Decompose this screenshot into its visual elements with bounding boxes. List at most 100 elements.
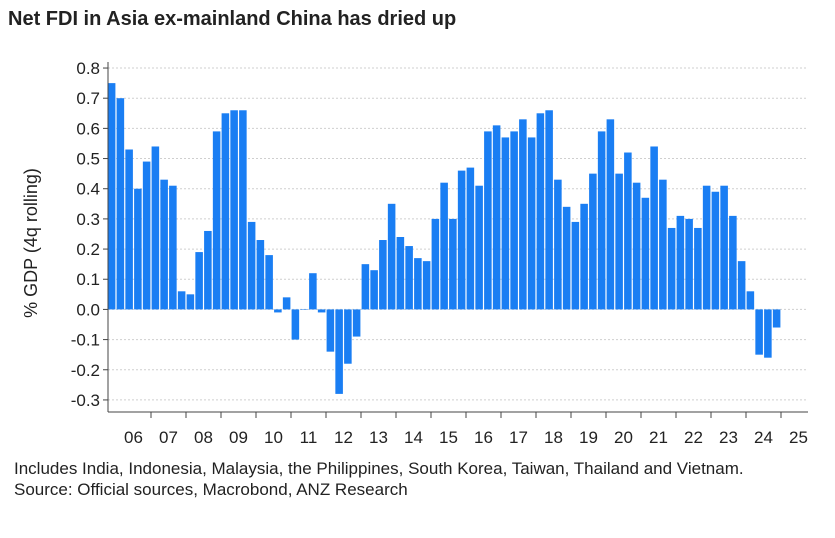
bar [606, 119, 615, 310]
bar [352, 309, 361, 337]
bar [659, 179, 667, 310]
bar [685, 218, 693, 310]
x-tick-label: 06 [124, 428, 143, 447]
bar [580, 203, 588, 310]
coverage-note: Includes India, Indonesia, Malaysia, the… [14, 459, 744, 478]
y-tick-label: 0.2 [76, 240, 100, 259]
bar [379, 240, 387, 310]
bar [335, 309, 343, 394]
x-tick-label: 20 [614, 428, 633, 447]
bar [134, 188, 142, 310]
y-tick-label: -0.2 [71, 361, 100, 380]
x-tick-label: 11 [300, 428, 318, 447]
x-tick-label: 17 [509, 428, 528, 447]
x-tick-label: 18 [544, 428, 563, 447]
bar [492, 125, 501, 310]
y-tick-label: 0.3 [76, 210, 100, 229]
bar [484, 131, 492, 310]
bar [396, 237, 405, 310]
bar [527, 137, 536, 310]
bar [169, 185, 177, 310]
x-tick-label: 14 [404, 428, 423, 447]
bar [370, 270, 378, 310]
y-axis: 0.8 0.7 0.6 0.5 0.4 0.3 0.2 0.1 0.0 -0.1 -0.2 -0.3 [71, 59, 109, 412]
bar [737, 261, 746, 310]
bar [729, 215, 737, 310]
x-tick-label: 24 [754, 428, 773, 447]
x-tick-label: 10 [264, 428, 283, 447]
bar [571, 221, 580, 310]
x-tick-label: 12 [334, 428, 353, 447]
x-tick-label: 22 [684, 428, 703, 447]
bar [764, 309, 772, 358]
y-tick-label: 0.6 [76, 119, 100, 138]
bar [440, 182, 448, 310]
bar [475, 185, 483, 310]
x-tick-label: 21 [649, 428, 668, 447]
bar [361, 264, 370, 310]
x-axis: 06 07 08 09 10 11 12 13 14 15 16 17 18 19 20 21 22 23 24 25 [108, 411, 808, 447]
bar [177, 291, 186, 310]
bar [632, 182, 641, 310]
x-tick-label: 23 [719, 428, 738, 447]
bar [720, 185, 728, 310]
y-tick-label: 0.1 [76, 270, 100, 289]
bar [536, 113, 545, 310]
y-tick-label: 0.8 [76, 59, 100, 78]
y-tick-label: -0.1 [71, 331, 100, 350]
bar [247, 221, 256, 310]
bar [230, 110, 238, 310]
bar [256, 240, 265, 310]
bar [554, 179, 562, 310]
y-axis-label: % GDP (4q rolling) [21, 168, 41, 318]
bar [422, 261, 431, 310]
bar [274, 309, 282, 313]
bar [641, 197, 650, 310]
bar [501, 137, 510, 310]
bar [589, 173, 597, 310]
y-tick-label: 0.4 [76, 180, 100, 199]
bar [326, 309, 335, 352]
bar [449, 218, 457, 310]
bar [510, 131, 518, 310]
bars [107, 83, 781, 394]
bar [667, 227, 676, 310]
bar [711, 191, 720, 310]
y-tick-label: 0.5 [76, 150, 100, 169]
bar [676, 215, 685, 310]
bar [300, 309, 308, 310]
bar-chart: 0.80.70.60.50.40.30.20.10.0-0.1-0.2-0.3 … [21, 59, 808, 447]
bar [545, 110, 553, 310]
bar [309, 273, 317, 310]
x-tick-label: 07 [159, 428, 178, 447]
bar [772, 309, 781, 328]
x-tick-label: 09 [229, 428, 248, 447]
bar [151, 146, 160, 310]
bar [107, 83, 116, 310]
bar [195, 252, 203, 310]
bar [212, 131, 221, 310]
bar [116, 98, 125, 310]
bar [265, 255, 273, 310]
bar [414, 258, 422, 310]
bar [519, 119, 527, 310]
bar [562, 206, 571, 310]
x-tick-label: 25 [789, 428, 808, 447]
bar [239, 110, 247, 310]
bar [204, 230, 212, 310]
bar [466, 167, 475, 310]
bar [457, 170, 466, 310]
bar [624, 152, 632, 310]
bar [615, 173, 623, 310]
bar [186, 294, 195, 310]
x-tick-label: 16 [474, 428, 493, 447]
bar [702, 185, 711, 310]
bar [650, 146, 658, 310]
bar [746, 291, 755, 310]
bar [291, 309, 300, 340]
bar [160, 179, 168, 310]
bar [597, 131, 606, 310]
bar [142, 161, 151, 310]
bar [694, 227, 702, 310]
bar [405, 246, 413, 310]
